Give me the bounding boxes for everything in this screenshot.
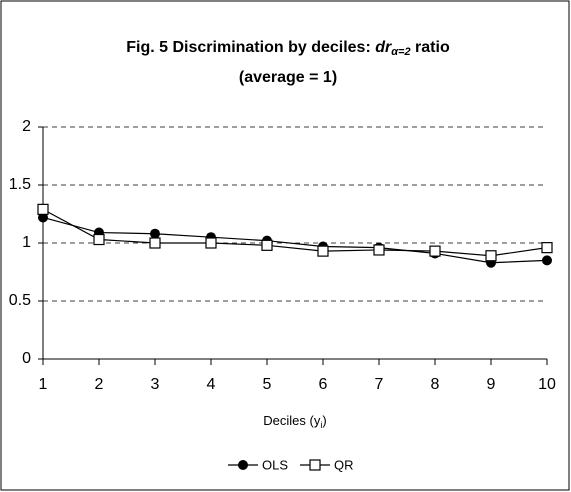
x-tick-label: 6 xyxy=(319,376,328,393)
x-tick-label: 10 xyxy=(538,376,556,393)
data-point xyxy=(429,245,441,257)
title-part: dr xyxy=(375,39,392,56)
title-part: Fig. 5 Discrimination by deciles: xyxy=(126,39,375,56)
x-tick-label: 5 xyxy=(263,376,272,393)
legend-label: QR xyxy=(334,457,354,472)
data-point xyxy=(205,237,217,249)
legend-marker xyxy=(238,460,248,470)
label-subscript: i xyxy=(320,420,322,430)
y-tick-label: 1 xyxy=(22,234,31,251)
x-tick-label: 4 xyxy=(207,376,216,393)
data-point xyxy=(261,239,273,251)
data-point xyxy=(150,228,160,239)
chart-title: Fig. 5 Discrimination by deciles: drα=2 … xyxy=(126,39,450,58)
y-tick-label: 0.5 xyxy=(9,292,31,309)
data-point xyxy=(38,212,48,223)
x-tick-label: 8 xyxy=(431,376,440,393)
label-part: ) xyxy=(322,413,326,428)
title-part: ratio xyxy=(411,39,450,56)
x-axis-label: Deciles (yi) xyxy=(263,413,326,430)
data-point xyxy=(317,245,329,257)
y-tick-label: 2 xyxy=(22,118,31,135)
data-point xyxy=(541,242,553,254)
data-point xyxy=(373,244,385,256)
series-line xyxy=(42,208,548,257)
data-point xyxy=(542,255,552,266)
x-tick-label: 7 xyxy=(375,376,384,393)
data-point xyxy=(37,203,49,215)
series-line xyxy=(42,216,548,264)
data-point xyxy=(485,250,497,262)
title-subscript: α=2 xyxy=(391,46,410,58)
y-tick-label: 1.5 xyxy=(9,176,31,193)
data-point xyxy=(149,237,161,249)
label-part: Deciles (y xyxy=(263,413,321,428)
x-tick-label: 9 xyxy=(487,376,496,393)
legend-label: OLS xyxy=(262,457,288,472)
legend-marker xyxy=(309,459,321,471)
x-tick-label: 1 xyxy=(39,376,48,393)
chart-subtitle: (average = 1) xyxy=(239,69,337,86)
x-tick-label: 3 xyxy=(151,376,160,393)
x-tick-label: 2 xyxy=(95,376,104,393)
y-tick-label: 0 xyxy=(22,350,31,367)
data-point xyxy=(93,233,105,246)
